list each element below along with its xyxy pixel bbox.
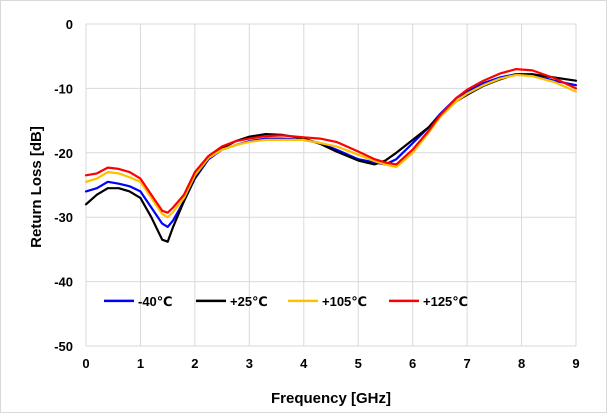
grid — [85, 23, 577, 347]
axes: 0 1 2 3 4 5 6 7 8 9 0 -10 -20 -30 -40 -50 — [54, 17, 579, 371]
x-tick-label: 6 — [409, 356, 416, 371]
x-tick-label: 4 — [300, 356, 308, 371]
series-lines — [84, 67, 578, 243]
legend-label: +125℃ — [423, 294, 468, 309]
x-tick-label: 1 — [137, 356, 144, 371]
x-tick-label: 2 — [191, 356, 198, 371]
x-tick-label: 3 — [246, 356, 253, 371]
series-line — [84, 73, 578, 243]
series-line — [84, 67, 578, 214]
y-tick-label: 0 — [66, 17, 73, 32]
series-line — [84, 73, 578, 219]
series-line — [84, 73, 578, 228]
x-tick-label: 5 — [355, 356, 362, 371]
x-tick-label: 0 — [82, 356, 89, 371]
legend: -40℃ +25℃ +105℃ +125℃ — [104, 294, 468, 309]
y-tick-label: -50 — [54, 339, 73, 354]
y-tick-label: -20 — [54, 146, 73, 161]
y-tick-label: -40 — [54, 275, 73, 290]
legend-label: -40℃ — [138, 294, 173, 309]
legend-label: +105℃ — [322, 294, 367, 309]
y-axis-title: Return Loss [dB] — [28, 126, 45, 248]
y-tick-label: -10 — [54, 81, 73, 96]
x-tick-label: 9 — [572, 356, 579, 371]
legend-label: +25℃ — [230, 294, 268, 309]
x-axis-title: Frequency [GHz] — [271, 390, 391, 407]
x-tick-label: 7 — [463, 356, 470, 371]
y-tick-label: -30 — [54, 210, 73, 225]
x-tick-label: 8 — [518, 356, 525, 371]
